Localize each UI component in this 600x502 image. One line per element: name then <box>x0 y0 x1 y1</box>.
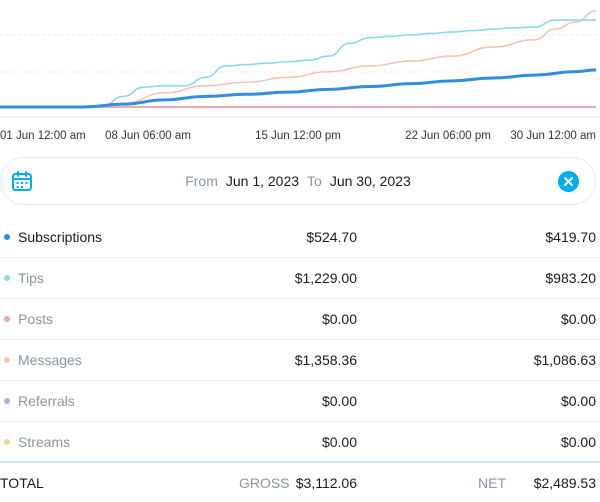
gross-amount: $1,358.36 <box>294 352 357 368</box>
x-tick-label: 22 Jun 06:00 pm <box>405 130 491 142</box>
gross-amount: $524.70 <box>306 229 357 245</box>
net-amount: $0.00 <box>560 311 596 327</box>
total-label: TOTAL <box>0 475 44 491</box>
total-net-value: $2,489.53 <box>533 475 596 491</box>
date-range-filter[interactable]: From Jun 1, 2023 To Jun 30, 2023 <box>0 157 596 205</box>
gross-amount: $0.00 <box>321 434 357 450</box>
list-item[interactable]: Messages $1,358.36 $1,086.63 <box>0 340 600 381</box>
net-label: NET <box>478 475 506 491</box>
total-row: TOTAL GROSS $3,112.06 NET $2,489.53 <box>0 461 600 502</box>
net-amount: $983.20 <box>545 270 596 286</box>
legend-dot-icon <box>4 439 10 445</box>
gross-amount: $1,229.00 <box>294 270 357 286</box>
series-line-tips <box>0 19 596 108</box>
earnings-chart <box>0 10 600 118</box>
category-name: Posts <box>18 311 54 327</box>
category-name: Streams <box>18 434 71 450</box>
to-date[interactable]: Jun 30, 2023 <box>329 173 411 189</box>
category-name: Messages <box>18 352 82 368</box>
x-axis-labels: 01 Jun 12:00 am 08 Jun 06:00 am 15 Jun 12:… <box>0 130 600 146</box>
from-label: From <box>185 173 218 189</box>
list-item[interactable]: Referrals $0.00 $0.00 <box>0 381 600 422</box>
clear-filter-close-icon[interactable] <box>558 171 579 192</box>
list-item[interactable]: Tips $1,229.00 $983.20 <box>0 258 600 299</box>
list-item[interactable]: Posts $0.00 $0.00 <box>0 299 600 340</box>
x-tick-label: 15 Jun 12:00 pm <box>255 130 341 142</box>
calendar-icon[interactable] <box>11 170 33 192</box>
category-name: Referrals <box>18 393 75 409</box>
legend-dot-icon <box>4 275 10 281</box>
legend-dot-icon <box>4 398 10 404</box>
category-name: Tips <box>18 270 44 286</box>
gross-amount: $0.00 <box>321 311 357 327</box>
x-tick-label: 30 Jun 12:00 am <box>510 130 596 142</box>
legend-dot-icon <box>4 234 10 240</box>
series-line-messages <box>0 10 597 108</box>
x-tick-label: 08 Jun 06:00 am <box>105 130 191 142</box>
net-amount: $419.70 <box>545 229 596 245</box>
gross-label: GROSS <box>239 475 290 491</box>
legend-dot-icon <box>4 316 10 322</box>
list-item[interactable]: Subscriptions $524.70 $419.70 <box>0 217 600 258</box>
legend-dot-icon <box>4 357 10 363</box>
earnings-breakdown-list: Subscriptions $524.70 $419.70 Tips $1,229.00… <box>0 217 600 463</box>
net-amount: $0.00 <box>560 393 596 409</box>
category-name: Subscriptions <box>18 229 103 245</box>
to-label: To <box>307 173 322 189</box>
total-gross-value: $3,112.06 <box>295 475 357 491</box>
net-amount: $0.00 <box>560 434 596 450</box>
x-tick-label: 01 Jun 12:00 am <box>0 130 86 142</box>
from-date[interactable]: Jun 1, 2023 <box>225 173 300 189</box>
gross-amount: $0.00 <box>321 393 357 409</box>
list-item[interactable]: Streams $0.00 $0.00 <box>0 422 600 463</box>
series-line-subscriptions <box>0 68 597 109</box>
net-amount: $1,086.63 <box>533 352 596 368</box>
date-range-text[interactable]: From Jun 1, 2023 To Jun 30, 2023 <box>1 173 595 189</box>
